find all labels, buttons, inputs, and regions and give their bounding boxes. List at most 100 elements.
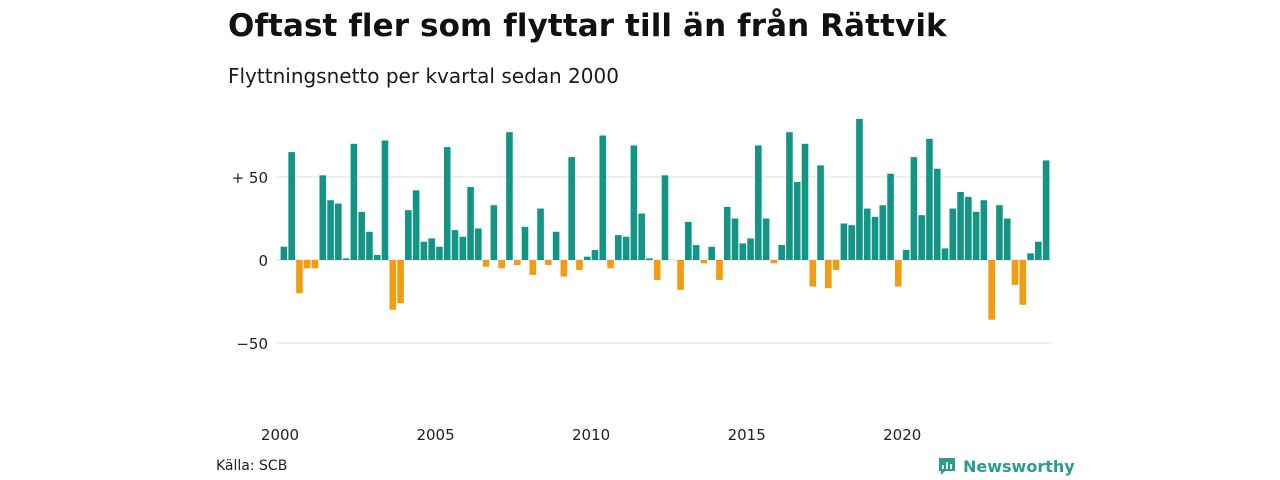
bar-2000Q3	[296, 260, 303, 294]
bar-2002Q1	[342, 258, 350, 260]
source-note: Källa: SCB	[216, 458, 288, 474]
bar-2000Q1	[280, 246, 288, 260]
bar-2010Q2	[599, 135, 607, 260]
bar-2023Q4	[1019, 260, 1027, 305]
chart-title: Oftast fler som flyttar till än från Rät…	[228, 8, 947, 44]
bars	[280, 118, 1050, 320]
bar-2004Q4	[428, 238, 435, 260]
bar-2024Q1	[1027, 253, 1034, 260]
bar-2005Q2	[443, 147, 451, 260]
bar-2008Q2	[537, 208, 544, 260]
bar-2012Q4	[677, 260, 684, 290]
bar-2017Q1	[809, 260, 817, 287]
y-axis-ticks: + 50 0 −50	[232, 169, 268, 353]
bar-2022Q3	[980, 200, 988, 260]
bar-2011Q3	[638, 213, 645, 260]
bar-2004Q2	[412, 190, 420, 260]
x-tick-label: 2000	[261, 426, 299, 444]
bar-2021Q4	[957, 191, 964, 260]
x-axis-ticks: 2000 2005 2010 2015 2020	[261, 426, 921, 444]
bar-2016Q1	[778, 245, 785, 260]
bar-2009Q4	[583, 256, 591, 260]
bar-2003Q2	[381, 140, 389, 260]
bar-2012Q1	[653, 260, 661, 280]
bar-2003Q4	[397, 260, 404, 304]
bar-2004Q3	[420, 241, 428, 260]
bar-2000Q2	[288, 152, 295, 260]
bar-2022Q4	[988, 260, 995, 320]
bar-2015Q4	[770, 260, 778, 264]
bar-2023Q3	[1011, 260, 1019, 285]
bar-2016Q2	[786, 132, 793, 260]
bar-2006Q1	[467, 186, 474, 260]
bar-2012Q2	[661, 175, 669, 260]
bar-2005Q4	[459, 236, 467, 260]
bar-2020Q2	[910, 157, 918, 260]
bar-2001Q2	[319, 175, 327, 260]
bar-2010Q4	[615, 235, 622, 260]
chart-subtitle: Flyttningsnetto per kvartal sedan 2000	[228, 64, 619, 88]
bar-2018Q4	[863, 208, 871, 260]
bar-2023Q1	[996, 205, 1003, 260]
bar-2015Q2	[755, 145, 762, 260]
x-tick-label: 2005	[416, 426, 454, 444]
bar-2009Q2	[568, 157, 575, 260]
bar-2001Q4	[335, 203, 342, 260]
bar-2011Q2	[630, 145, 638, 260]
bar-2019Q4	[895, 260, 902, 287]
bar-2003Q3	[389, 260, 397, 310]
brand-name: Newsworthy	[963, 456, 1075, 476]
bar-2002Q4	[366, 231, 373, 260]
bar-2007Q2	[506, 132, 513, 260]
bar-2020Q3	[918, 215, 925, 260]
bar-2007Q4	[521, 226, 529, 260]
bar-2018Q2	[848, 225, 855, 260]
bar-2013Q2	[692, 245, 700, 260]
bar-2008Q3	[545, 260, 552, 265]
bar-2021Q2	[941, 248, 949, 260]
bar-2014Q3	[731, 218, 739, 260]
bar-2016Q4	[801, 143, 809, 260]
x-tick-label: 2010	[572, 426, 610, 444]
bar-2017Q2	[817, 165, 824, 260]
bar-2014Q4	[739, 243, 747, 260]
bar-2017Q4	[832, 260, 840, 270]
bar-2015Q1	[747, 238, 754, 260]
bar-2011Q1	[622, 236, 630, 260]
bar-2020Q4	[926, 138, 933, 260]
bar-2002Q2	[350, 143, 358, 260]
x-tick-label: 2020	[883, 426, 921, 444]
bar-2015Q3	[762, 218, 770, 260]
bar-2002Q3	[358, 211, 365, 260]
bar-2021Q3	[949, 208, 957, 260]
bar-2013Q4	[708, 246, 715, 260]
y-tick-label: + 50	[232, 169, 268, 187]
bar-2023Q2	[1003, 218, 1011, 260]
bar-2013Q3	[700, 260, 708, 264]
bar-2022Q1	[965, 196, 972, 260]
y-tick-label: 0	[258, 252, 268, 270]
bar-2013Q1	[685, 221, 692, 260]
bar-2007Q1	[498, 260, 505, 269]
bar-2008Q4	[552, 231, 560, 260]
x-tick-label: 2015	[728, 426, 766, 444]
bar-2016Q3	[793, 181, 801, 260]
bar-2005Q3	[451, 230, 459, 260]
bar-2014Q1	[716, 260, 723, 280]
bar-2019Q3	[887, 173, 894, 260]
bar-2009Q1	[560, 260, 568, 277]
bar-2024Q3	[1042, 160, 1050, 260]
bar-2019Q1	[871, 216, 879, 260]
bar-2006Q2	[475, 228, 482, 260]
bar-2001Q1	[311, 260, 319, 269]
bar-2018Q1	[840, 223, 848, 260]
bar-2021Q1	[933, 168, 941, 260]
y-tick-label: −50	[236, 335, 268, 353]
bar-2019Q2	[879, 205, 887, 260]
bar-2006Q3	[482, 260, 490, 267]
bar-2001Q3	[327, 200, 334, 260]
bar-2003Q1	[373, 255, 381, 260]
bar-2018Q3	[856, 118, 863, 261]
bar-2006Q4	[490, 205, 498, 260]
